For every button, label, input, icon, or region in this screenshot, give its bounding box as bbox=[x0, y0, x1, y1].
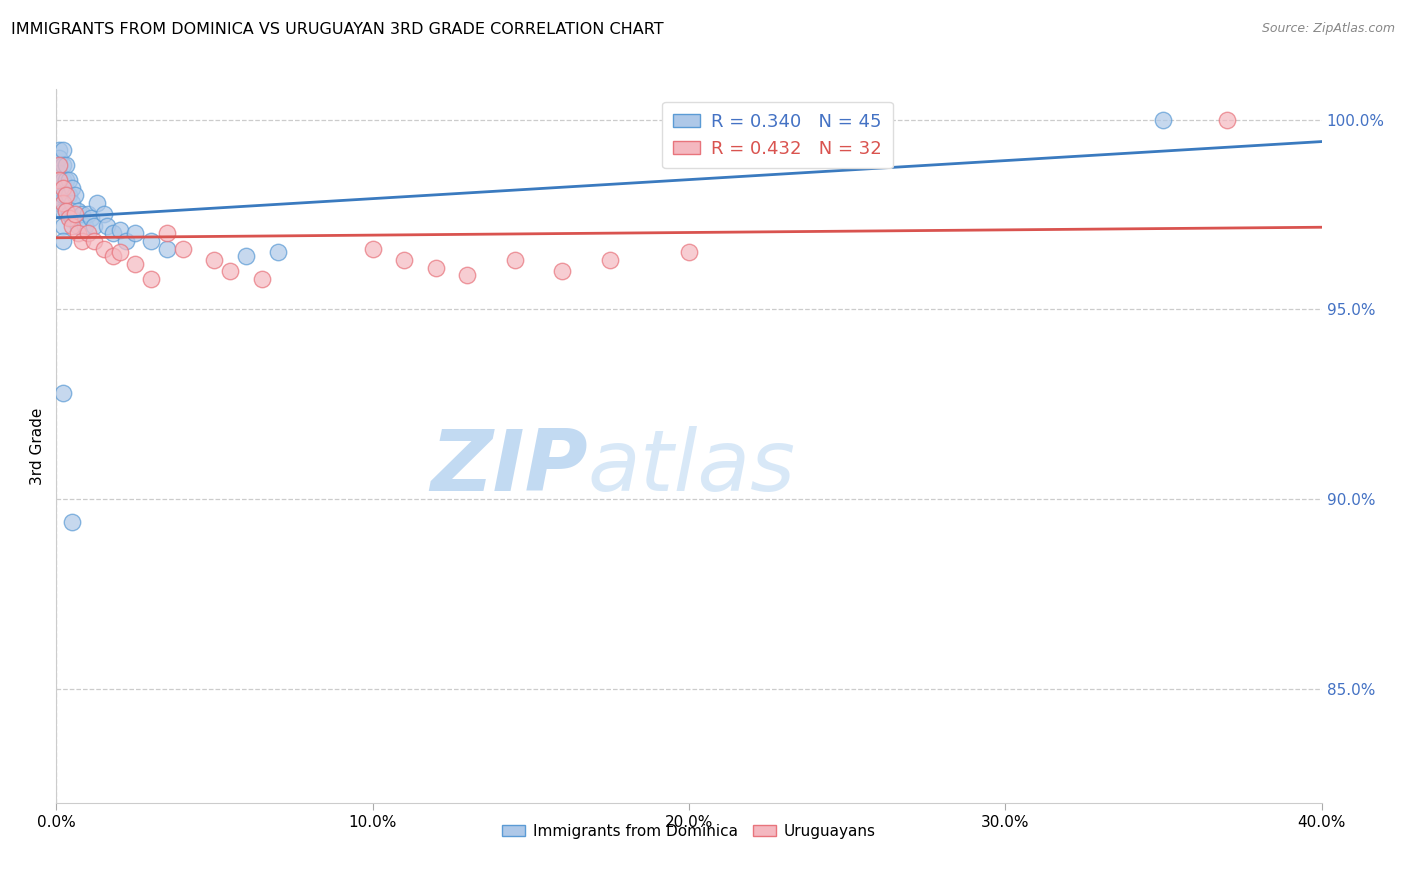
Point bbox=[52, 143, 75, 157]
Point bbox=[48, 173, 70, 187]
Point bbox=[48, 151, 70, 165]
Point bbox=[425, 260, 447, 275]
Y-axis label: 3rd Grade: 3rd Grade bbox=[30, 408, 45, 484]
Point bbox=[156, 227, 179, 241]
Point bbox=[45, 188, 67, 202]
Point bbox=[48, 166, 70, 180]
Point bbox=[76, 207, 98, 221]
Point bbox=[93, 242, 115, 256]
Point bbox=[172, 242, 194, 256]
Point bbox=[219, 264, 242, 278]
Point bbox=[83, 219, 105, 233]
Point bbox=[141, 234, 162, 248]
Point bbox=[52, 234, 75, 248]
Point bbox=[55, 203, 77, 218]
Point bbox=[52, 196, 75, 211]
Point bbox=[60, 219, 83, 233]
Point bbox=[55, 188, 77, 202]
Point bbox=[1152, 112, 1174, 127]
Point bbox=[70, 207, 93, 221]
Point bbox=[124, 227, 146, 241]
Point bbox=[67, 219, 90, 233]
Point bbox=[103, 227, 124, 241]
Point bbox=[124, 257, 146, 271]
Point bbox=[361, 242, 384, 256]
Point bbox=[96, 219, 118, 233]
Text: Source: ZipAtlas.com: Source: ZipAtlas.com bbox=[1261, 22, 1395, 36]
Point bbox=[45, 173, 67, 187]
Point bbox=[86, 196, 108, 211]
Point bbox=[67, 203, 90, 218]
Point bbox=[48, 143, 70, 157]
Point bbox=[235, 249, 257, 263]
Point bbox=[45, 158, 67, 172]
Point bbox=[48, 158, 70, 172]
Point bbox=[65, 207, 87, 221]
Point bbox=[48, 196, 70, 211]
Point bbox=[76, 227, 98, 241]
Point bbox=[599, 252, 621, 267]
Point bbox=[65, 188, 87, 202]
Point bbox=[108, 245, 131, 260]
Point bbox=[114, 234, 138, 248]
Point bbox=[60, 196, 83, 211]
Point bbox=[80, 211, 103, 226]
Point bbox=[52, 203, 75, 218]
Point bbox=[503, 252, 526, 267]
Point bbox=[60, 211, 83, 226]
Point bbox=[73, 219, 96, 233]
Point bbox=[141, 272, 162, 286]
Point bbox=[67, 227, 90, 241]
Point bbox=[678, 245, 700, 260]
Point bbox=[58, 173, 80, 187]
Text: IMMIGRANTS FROM DOMINICA VS URUGUAYAN 3RD GRADE CORRELATION CHART: IMMIGRANTS FROM DOMINICA VS URUGUAYAN 3R… bbox=[11, 22, 664, 37]
Point bbox=[55, 188, 77, 202]
Point bbox=[202, 252, 225, 267]
Point bbox=[60, 515, 83, 529]
Point bbox=[52, 188, 75, 202]
Point bbox=[83, 234, 105, 248]
Point bbox=[52, 385, 75, 400]
Point bbox=[60, 181, 83, 195]
Point bbox=[52, 158, 75, 172]
Point bbox=[392, 252, 416, 267]
Point bbox=[250, 272, 273, 286]
Point bbox=[267, 245, 290, 260]
Point bbox=[156, 242, 179, 256]
Point bbox=[52, 181, 75, 195]
Point bbox=[52, 219, 75, 233]
Point bbox=[58, 207, 80, 221]
Point bbox=[551, 264, 574, 278]
Point bbox=[55, 203, 77, 218]
Point bbox=[58, 211, 80, 226]
Point bbox=[108, 222, 131, 236]
Point bbox=[93, 207, 115, 221]
Legend: Immigrants from Dominica, Uruguayans: Immigrants from Dominica, Uruguayans bbox=[496, 818, 882, 845]
Point bbox=[103, 249, 124, 263]
Text: atlas: atlas bbox=[588, 425, 796, 509]
Point bbox=[52, 173, 75, 187]
Point bbox=[58, 188, 80, 202]
Point bbox=[70, 234, 93, 248]
Point bbox=[1215, 112, 1237, 127]
Point bbox=[48, 181, 70, 195]
Text: ZIP: ZIP bbox=[430, 425, 588, 509]
Point bbox=[55, 173, 77, 187]
Point bbox=[456, 268, 478, 283]
Point bbox=[55, 158, 77, 172]
